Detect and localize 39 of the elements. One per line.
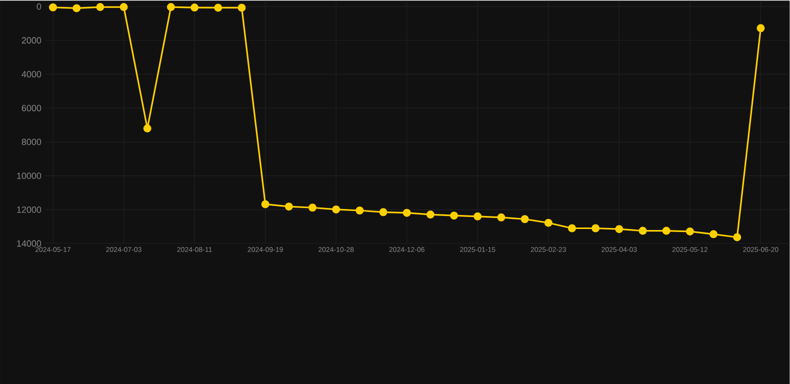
point <box>166 2 175 11</box>
point <box>96 2 104 11</box>
point <box>615 224 624 233</box>
point <box>638 226 647 235</box>
point <box>686 227 694 236</box>
y-tick-label: 2000 <box>22 36 42 44</box>
y-tick-label: 0 <box>36 3 42 10</box>
point <box>710 230 718 238</box>
point <box>568 224 576 232</box>
y-tick-label: 12000 <box>17 206 42 213</box>
point <box>402 208 411 217</box>
point <box>662 226 670 235</box>
point <box>308 203 316 212</box>
y-tick-label: 14000 <box>17 240 42 246</box>
y-tick-label: 10000 <box>17 172 42 179</box>
point <box>261 200 270 208</box>
point <box>48 3 57 12</box>
point <box>426 210 434 218</box>
point <box>356 206 364 214</box>
point <box>214 3 222 12</box>
point <box>756 24 765 32</box>
point <box>733 233 742 242</box>
point <box>592 224 600 232</box>
y-tick-label: 6000 <box>22 104 42 112</box>
y-tick-label: 8000 <box>22 138 42 145</box>
point <box>520 214 529 223</box>
y-tick-label: 4000 <box>22 70 42 78</box>
point <box>450 211 458 220</box>
point <box>143 124 152 132</box>
point <box>497 213 506 222</box>
point <box>238 3 246 12</box>
point <box>474 212 482 220</box>
point <box>120 2 128 11</box>
point <box>284 202 293 210</box>
point <box>379 208 388 216</box>
point <box>544 218 552 227</box>
point <box>332 205 340 214</box>
point <box>72 4 81 12</box>
point <box>190 3 199 12</box>
